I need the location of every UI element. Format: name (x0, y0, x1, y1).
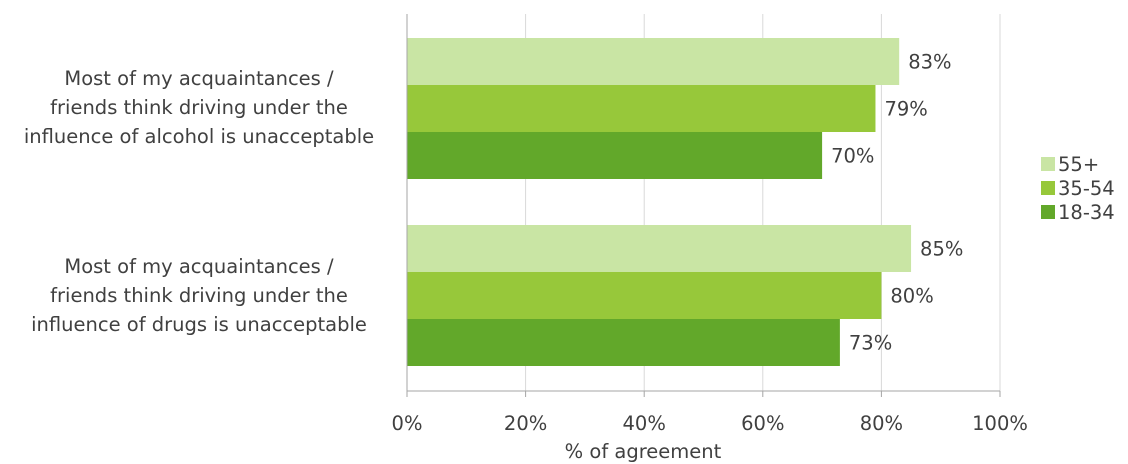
category-label-line: friends think driving under the (50, 284, 348, 307)
value-label: 79% (884, 98, 927, 121)
value-label: 83% (908, 51, 951, 74)
x-tick-label: 0% (392, 412, 423, 435)
bar-55-plus-cat-1 (407, 38, 900, 85)
category-label: Most of my acquaintances / friends think … (0, 252, 398, 339)
legend-label: 18-34 (1058, 200, 1115, 224)
axes (406, 14, 1001, 397)
legend-label: 35-54 (1058, 176, 1115, 200)
bars (407, 38, 912, 366)
category-label-line: Most of my acquaintances / (64, 67, 334, 90)
x-axis-title: % of agreement (565, 440, 722, 463)
category-label-line: influence of alcohol is unacceptable (23, 125, 375, 148)
legend-swatch-35-54 (1041, 181, 1055, 195)
value-label: 85% (920, 238, 963, 261)
x-tick-label: 20% (504, 412, 547, 435)
value-label: 80% (890, 285, 933, 308)
x-tick-label: 80% (860, 412, 903, 435)
category-label-line: friends think driving under the (50, 96, 348, 119)
category-label-line: Most of my acquaintances / (64, 255, 334, 278)
x-tick-labels: 0% 20% 40% 60% 80% 100% (392, 412, 1028, 435)
legend-label: 55+ (1058, 152, 1100, 176)
legend: 55+ 35-54 18-34 (1041, 152, 1125, 224)
x-tick-label: 60% (741, 412, 784, 435)
category-label-line: influence of drugs is unacceptable (31, 313, 367, 336)
legend-swatch-55-plus (1041, 157, 1055, 171)
bar-35-54-cat-1 (407, 85, 876, 132)
legend-item: 35-54 (1041, 176, 1125, 200)
bar-55-plus-cat-2 (407, 225, 912, 272)
legend-swatch-18-34 (1041, 205, 1055, 219)
category-label: Most of my acquaintances / friends think … (0, 64, 398, 151)
bar-18-34-cat-2 (407, 319, 840, 366)
value-label: 73% (849, 332, 892, 355)
legend-item: 18-34 (1041, 200, 1125, 224)
bar-18-34-cat-1 (407, 132, 823, 179)
value-label: 70% (831, 145, 874, 168)
value-labels: 83% 79% 70% 85% 80% 73% (831, 51, 963, 355)
x-tick-label: 40% (623, 412, 666, 435)
bar-35-54-cat-2 (407, 272, 882, 319)
legend-item: 55+ (1041, 152, 1125, 176)
x-tick-label: 100% (972, 412, 1028, 435)
